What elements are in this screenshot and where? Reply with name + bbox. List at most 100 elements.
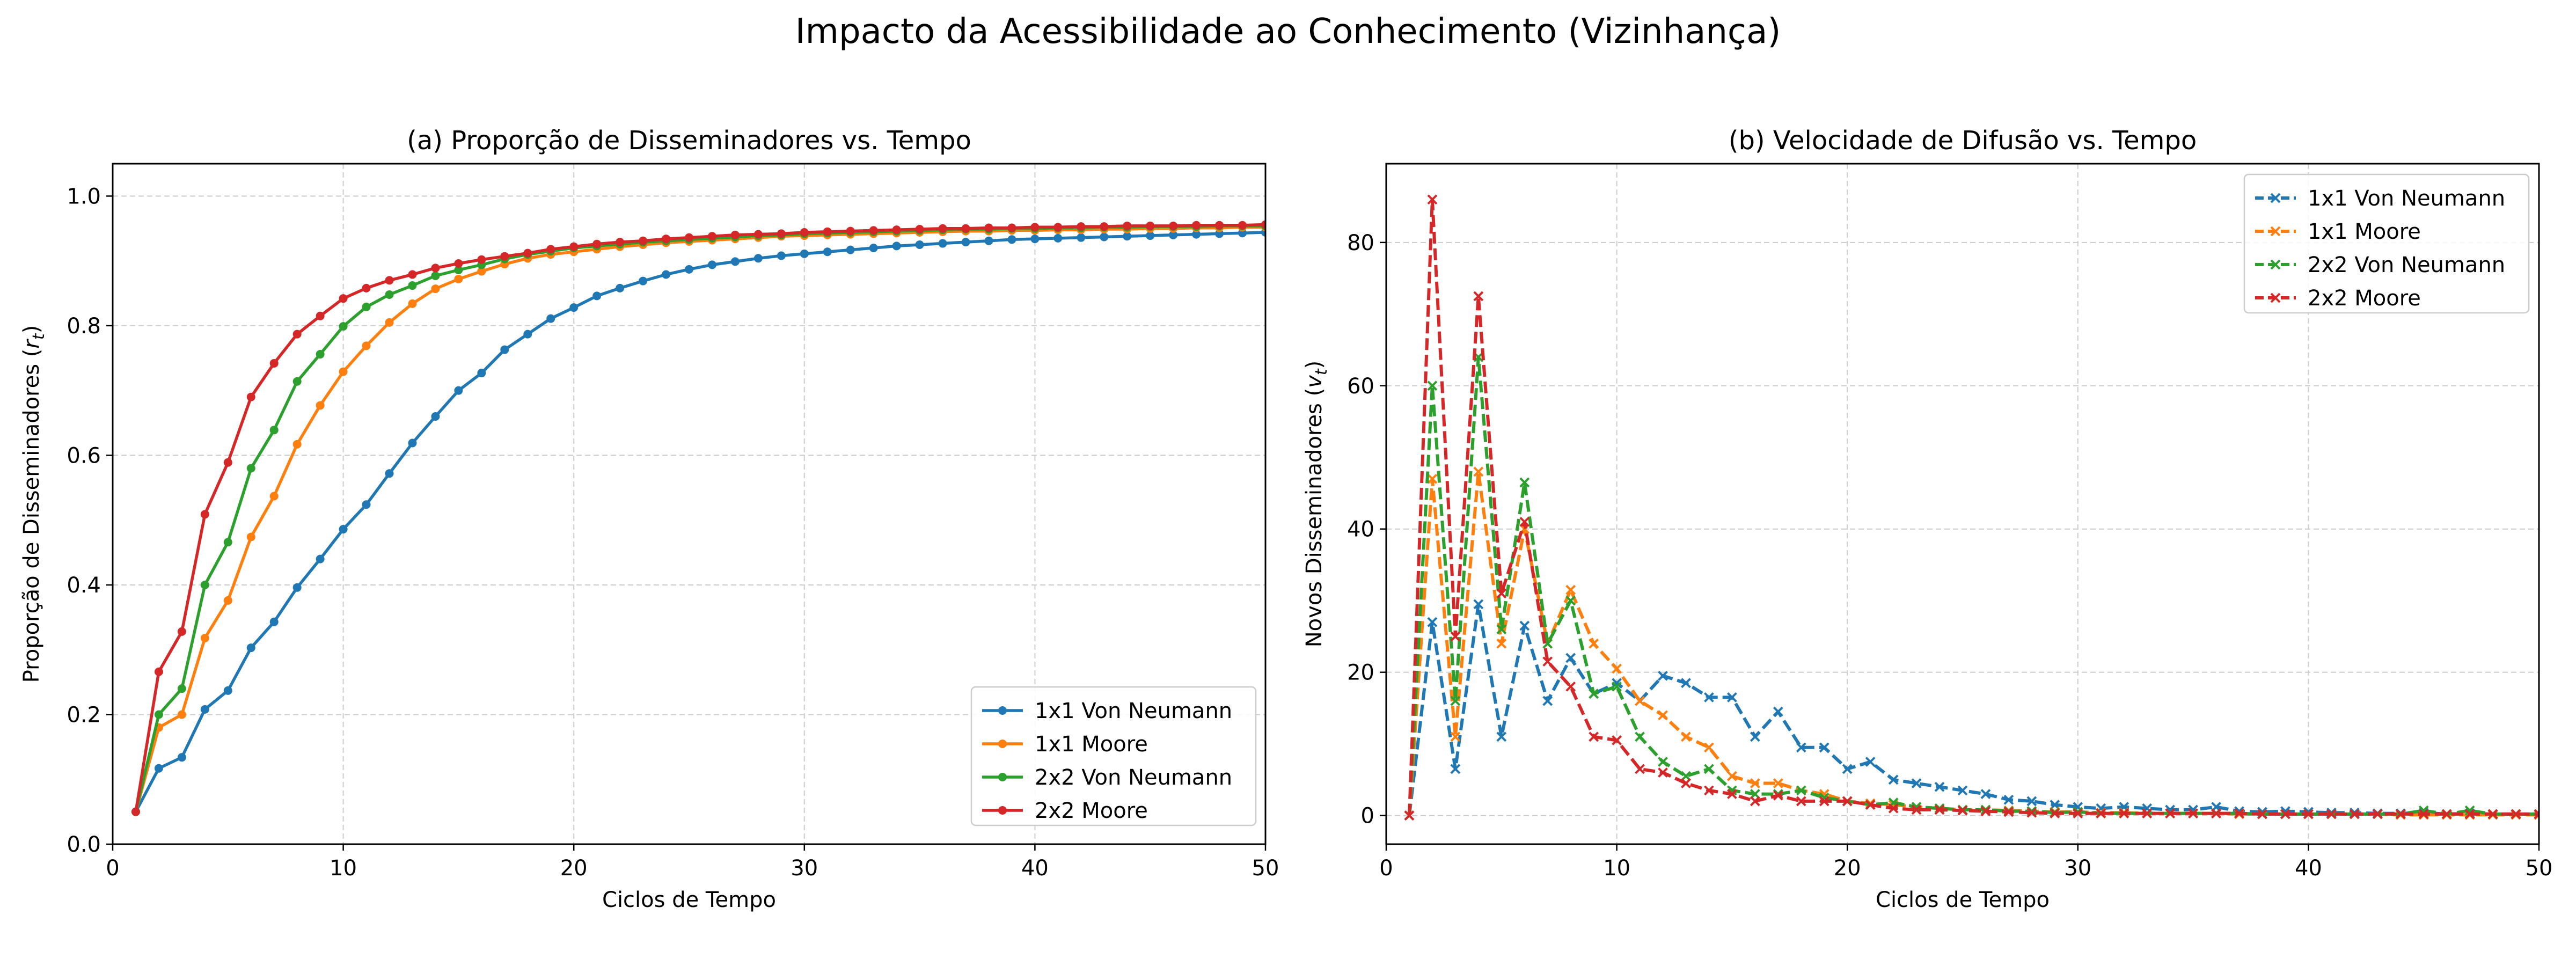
x-tick-label: 10 xyxy=(1603,856,1630,881)
data-point xyxy=(1473,291,1484,302)
data-point xyxy=(2326,809,2337,819)
data-point xyxy=(1726,692,1737,702)
data-point xyxy=(1704,692,1714,702)
data-point xyxy=(2395,809,2406,819)
data-point xyxy=(2142,808,2153,819)
data-point xyxy=(639,276,648,286)
data-point xyxy=(2050,808,2060,819)
data-point xyxy=(454,274,463,283)
data-point xyxy=(1427,380,1438,391)
data-point xyxy=(1404,810,1415,821)
data-point xyxy=(477,255,486,264)
data-point xyxy=(316,350,325,359)
data-point xyxy=(869,243,878,252)
chart-title-a: (a) Proporção de Disseminadores vs. Temp… xyxy=(407,126,971,156)
data-point xyxy=(339,322,348,331)
data-point xyxy=(1681,678,1691,689)
data-point xyxy=(1796,785,1806,796)
data-point xyxy=(753,230,763,239)
data-point xyxy=(1565,653,1576,663)
data-point xyxy=(1496,588,1507,599)
data-point xyxy=(316,554,325,564)
data-point xyxy=(1980,789,1991,799)
data-point xyxy=(269,617,279,626)
legend-marker xyxy=(998,773,1007,781)
panel-b: 0 10 20 30 40 50 0 20 40 60 80 Novos Disseminadores… xyxy=(1302,126,2552,912)
data-point xyxy=(2511,809,2521,819)
legend-label: 1x1 Von Neumann xyxy=(1035,699,1232,723)
panel-a: 0 10 20 30 40 50 0.0 0.2 0.4 0.6 0.8 1.0 Proporção d… xyxy=(19,126,1279,912)
data-point xyxy=(1726,771,1737,781)
series-1x1-moore xyxy=(1404,466,2539,821)
data-point xyxy=(1842,764,1853,774)
y-tick-label: 80 xyxy=(1347,231,1374,255)
x-tick-label: 50 xyxy=(2526,856,2553,881)
x-axis-label-a: Ciclos de Tempo xyxy=(602,888,776,912)
data-point xyxy=(1146,221,1155,230)
data-point xyxy=(915,240,924,249)
data-point xyxy=(223,458,232,467)
legend-marker xyxy=(998,740,1007,748)
x-tick-label: 0 xyxy=(106,856,119,881)
axes-frame-b xyxy=(1385,163,2540,845)
data-point xyxy=(339,525,348,534)
legend-b: 1x1 Von Neumann 1x1 Moore 2x2 Von Neumann 2… xyxy=(2243,173,2530,314)
data-point xyxy=(523,330,532,339)
data-point xyxy=(662,270,671,279)
data-point xyxy=(154,764,163,773)
data-point xyxy=(431,264,440,273)
data-point xyxy=(707,232,716,241)
data-point xyxy=(1658,710,1668,721)
data-point xyxy=(131,807,140,816)
data-point xyxy=(869,226,878,235)
data-point xyxy=(1957,785,1968,796)
data-point xyxy=(2464,809,2475,819)
x-tick-label: 20 xyxy=(1834,856,1861,881)
data-point xyxy=(915,224,924,233)
data-point xyxy=(800,249,809,258)
data-point xyxy=(2418,809,2429,819)
x-tick-label: 10 xyxy=(330,856,357,881)
data-point xyxy=(2003,794,2014,805)
data-point xyxy=(1261,220,1265,229)
legend-marker xyxy=(2270,259,2281,270)
y-tick-label: 0.8 xyxy=(67,314,101,339)
data-point xyxy=(1450,696,1461,706)
data-point xyxy=(408,438,417,448)
data-point xyxy=(454,386,463,395)
data-point xyxy=(753,254,763,263)
data-point xyxy=(1238,221,1247,230)
data-point xyxy=(938,224,947,233)
data-point xyxy=(1865,800,1876,810)
series-2x2-moore xyxy=(131,220,1265,816)
data-point xyxy=(1030,235,1040,244)
data-point xyxy=(961,224,970,233)
data-point xyxy=(1146,231,1155,240)
data-point xyxy=(385,318,394,327)
data-point xyxy=(200,705,209,714)
data-point xyxy=(1658,767,1668,778)
data-point xyxy=(200,633,209,642)
data-point xyxy=(2349,809,2360,819)
legend-item-2x2-moore: 2x2 Moore xyxy=(982,799,1148,823)
data-point xyxy=(569,303,579,312)
y-tick-label: 40 xyxy=(1347,517,1374,542)
data-point xyxy=(1450,631,1461,642)
data-point xyxy=(316,401,325,410)
legend-label: 1x1 Von Neumann xyxy=(2308,186,2505,211)
data-point xyxy=(1773,706,1783,717)
data-point xyxy=(1169,221,1178,230)
chart-title-b: (b) Velocidade de Difusão vs. Tempo xyxy=(1729,126,2197,156)
data-point xyxy=(777,229,786,238)
series-2x2-moore-line xyxy=(1408,197,2539,816)
data-point xyxy=(1819,796,1829,807)
data-point xyxy=(2026,796,2037,807)
data-point xyxy=(408,281,417,290)
data-point xyxy=(1796,796,1806,807)
data-point xyxy=(1704,764,1714,774)
data-point xyxy=(2257,809,2267,819)
data-point xyxy=(1542,656,1553,667)
data-point xyxy=(1427,194,1438,205)
ticks-b: 0 10 20 30 40 50 0 20 40 60 80 Novos Disseminadores… xyxy=(1302,231,2552,881)
